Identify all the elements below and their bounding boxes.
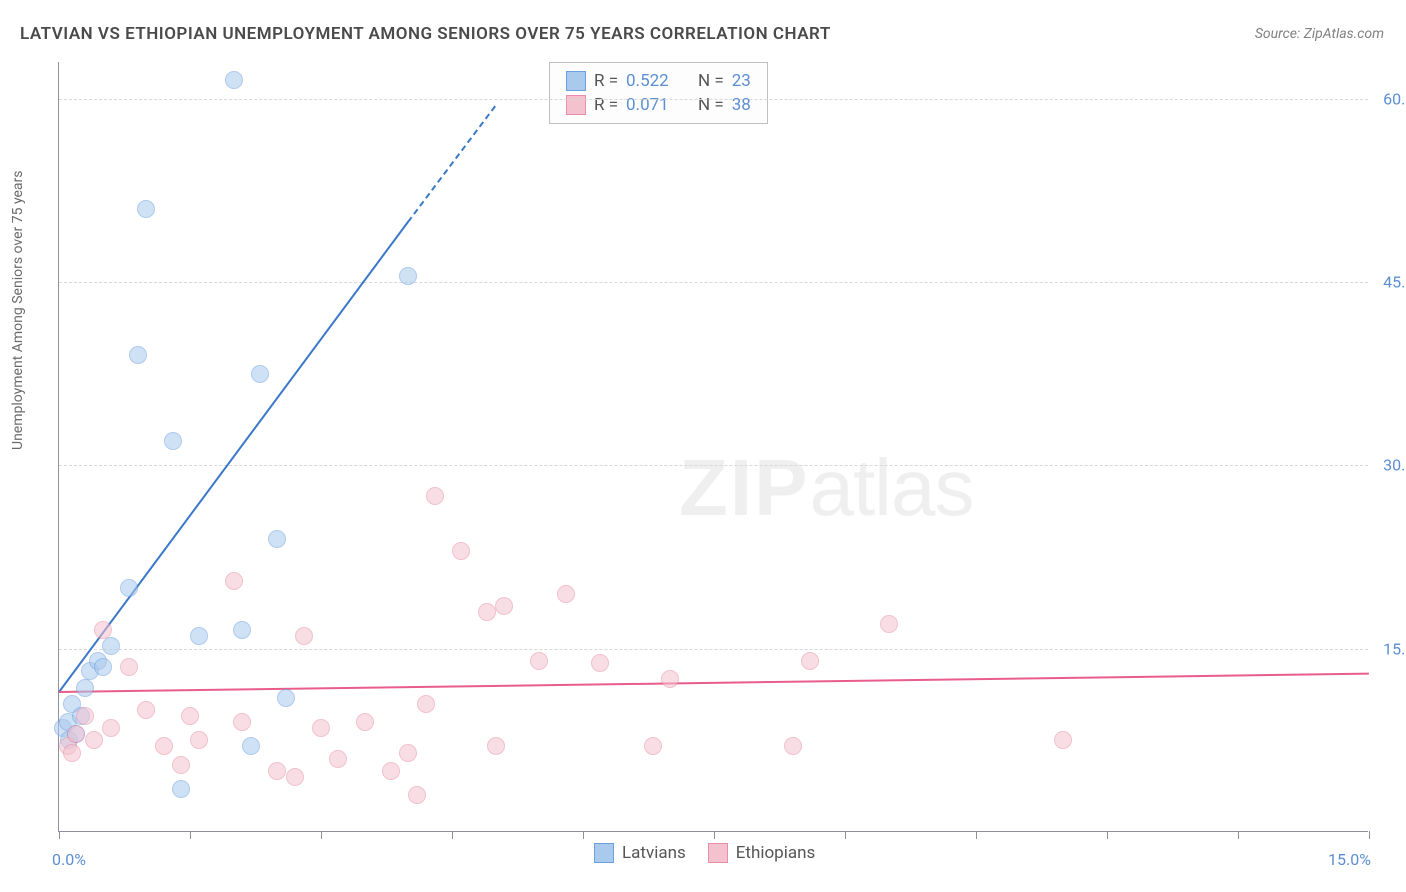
scatter-point — [172, 756, 190, 774]
scatter-point — [137, 200, 155, 218]
scatter-point — [329, 750, 347, 768]
swatch-icon — [594, 843, 614, 863]
scatter-point — [63, 744, 81, 762]
series-legend: Latvians Ethiopians — [594, 843, 815, 863]
scatter-point — [557, 585, 575, 603]
gridline — [59, 99, 1368, 100]
scatter-point — [277, 689, 295, 707]
correlation-legend: R = 0.522 N = 23 R = 0.071 N = 38 — [549, 62, 768, 124]
scatter-point — [190, 731, 208, 749]
scatter-point — [242, 737, 260, 755]
scatter-point — [251, 365, 269, 383]
x-tick — [59, 831, 60, 839]
gridline — [59, 465, 1368, 466]
regression-line — [408, 105, 497, 222]
regression-line — [59, 673, 1369, 693]
scatter-point — [426, 487, 444, 505]
scatter-point — [67, 725, 85, 743]
scatter-point — [137, 701, 155, 719]
y-axis-label: Unemployment Among Seniors over 75 years — [10, 171, 26, 451]
x-tick — [321, 831, 322, 839]
chart-title: LATVIAN VS ETHIOPIAN UNEMPLOYMENT AMONG … — [20, 24, 831, 44]
legend-item-ethiopians: Ethiopians — [708, 843, 816, 863]
scatter-point — [1054, 731, 1072, 749]
r-value: 0.522 — [626, 71, 680, 91]
scatter-point — [399, 267, 417, 285]
r-label: R = — [594, 71, 618, 91]
scatter-point — [487, 737, 505, 755]
x-tick — [714, 831, 715, 839]
scatter-point — [102, 719, 120, 737]
swatch-icon — [708, 843, 728, 863]
scatter-plot-area: R = 0.522 N = 23 R = 0.071 N = 38 ZIPatl… — [58, 62, 1368, 832]
gridline — [59, 282, 1368, 283]
source-label: Source: ZipAtlas.com — [1255, 26, 1384, 42]
scatter-point — [495, 597, 513, 615]
legend-row-latvians: R = 0.522 N = 23 — [566, 69, 751, 93]
scatter-point — [644, 737, 662, 755]
x-tick — [452, 831, 453, 839]
swatch-icon — [566, 71, 586, 91]
scatter-point — [94, 621, 112, 639]
scatter-point — [76, 707, 94, 725]
scatter-point — [129, 346, 147, 364]
y-tick-label: 60.0% — [1374, 89, 1406, 108]
scatter-point — [120, 579, 138, 597]
scatter-point — [181, 707, 199, 725]
scatter-point — [190, 627, 208, 645]
scatter-point — [120, 658, 138, 676]
gridline — [59, 649, 1368, 650]
scatter-point — [530, 652, 548, 670]
x-tick — [976, 831, 977, 839]
scatter-point — [268, 762, 286, 780]
legend-row-ethiopians: R = 0.071 N = 38 — [566, 93, 751, 117]
scatter-point — [225, 71, 243, 89]
y-tick-label: 30.0% — [1374, 456, 1406, 475]
x-tick — [1107, 831, 1108, 839]
scatter-point — [225, 572, 243, 590]
scatter-point — [164, 432, 182, 450]
n-label: N = — [698, 71, 724, 91]
n-value: 23 — [732, 71, 751, 91]
scatter-point — [784, 737, 802, 755]
scatter-point — [591, 654, 609, 672]
x-tick — [1369, 831, 1370, 839]
x-tick — [583, 831, 584, 839]
x-tick-label: 15.0% — [1328, 850, 1371, 869]
x-tick — [1238, 831, 1239, 839]
scatter-point — [172, 780, 190, 798]
x-tick-label: 0.0% — [52, 850, 86, 869]
x-tick — [845, 831, 846, 839]
scatter-point — [155, 737, 173, 755]
legend-label: Latvians — [622, 843, 686, 863]
scatter-point — [478, 603, 496, 621]
scatter-point — [286, 768, 304, 786]
scatter-point — [880, 615, 898, 633]
x-tick — [190, 831, 191, 839]
scatter-point — [312, 719, 330, 737]
scatter-point — [233, 713, 251, 731]
scatter-point — [452, 542, 470, 560]
scatter-point — [399, 744, 417, 762]
scatter-point — [295, 627, 313, 645]
y-tick-label: 45.0% — [1374, 273, 1406, 292]
regression-line — [58, 221, 409, 693]
scatter-point — [417, 695, 435, 713]
y-tick-label: 15.0% — [1374, 639, 1406, 658]
scatter-point — [661, 670, 679, 688]
scatter-point — [382, 762, 400, 780]
scatter-point — [102, 637, 120, 655]
scatter-point — [268, 530, 286, 548]
scatter-point — [408, 786, 426, 804]
legend-item-latvians: Latvians — [594, 843, 686, 863]
watermark: ZIPatlas — [679, 442, 973, 534]
scatter-point — [94, 658, 112, 676]
scatter-point — [356, 713, 374, 731]
legend-label: Ethiopians — [736, 843, 816, 863]
scatter-point — [233, 621, 251, 639]
scatter-point — [85, 731, 103, 749]
scatter-point — [76, 679, 94, 697]
scatter-point — [801, 652, 819, 670]
